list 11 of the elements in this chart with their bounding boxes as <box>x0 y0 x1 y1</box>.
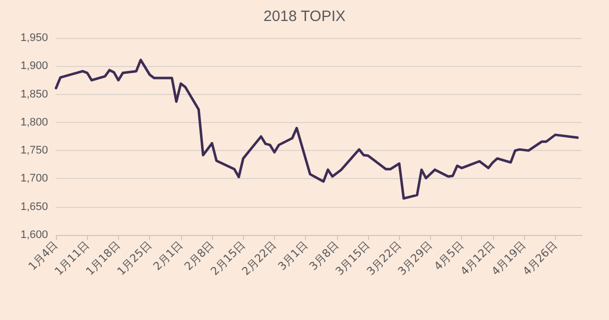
y-tick-label: 1,750 <box>20 144 48 157</box>
x-tick-label: 2月1日 <box>150 238 186 274</box>
y-tick-label: 1,900 <box>20 60 48 72</box>
chart-title: 2018 TOPIX <box>263 8 346 25</box>
y-tick-label: 1,700 <box>20 172 48 185</box>
x-tick-label: 3月1日 <box>276 238 310 274</box>
y-tick-label: 1,800 <box>20 116 48 128</box>
y-tick-label: 1,950 <box>20 32 48 44</box>
y-tick-label: 1,600 <box>20 229 48 241</box>
y-tick-label: 1,850 <box>20 88 48 100</box>
y-tick-label: 1,650 <box>20 200 48 213</box>
